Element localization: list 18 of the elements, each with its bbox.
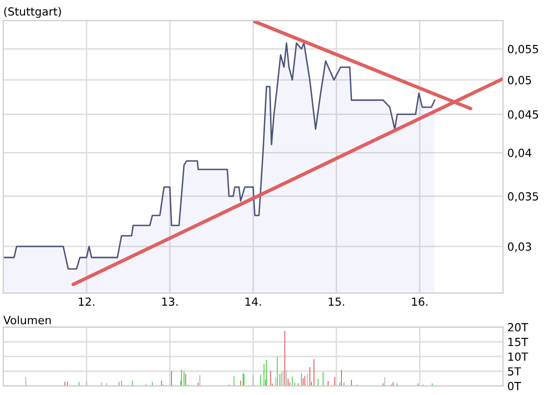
y-tick-label: 0,04: [508, 148, 532, 158]
x-tick-label: 16.: [412, 297, 428, 306]
y-tick-label: 0T: [508, 382, 522, 390]
y-tick-label: 0,05: [508, 76, 531, 86]
y-tick-label: 0,03: [508, 242, 532, 252]
x-tick-label: 13.: [162, 297, 178, 306]
x-tick-label: 15.: [328, 298, 344, 306]
y-tick-label: 0,035: [508, 192, 538, 202]
x-tick-label: 14.: [246, 298, 261, 306]
y-tick-label: 5T: [508, 367, 522, 376]
y-tick-label: 0,055: [508, 44, 538, 54]
chart-title: (Stuttgart): [4, 7, 61, 18]
x-tick-label: 12.: [78, 297, 94, 306]
y-tick-label: 0,045: [508, 110, 538, 120]
y-tick-label: 10T: [508, 352, 528, 361]
y-tick-label: 15T: [508, 338, 528, 346]
chart-title: Volumen: [3, 316, 51, 324]
y-tick-label: 20T: [508, 323, 528, 332]
